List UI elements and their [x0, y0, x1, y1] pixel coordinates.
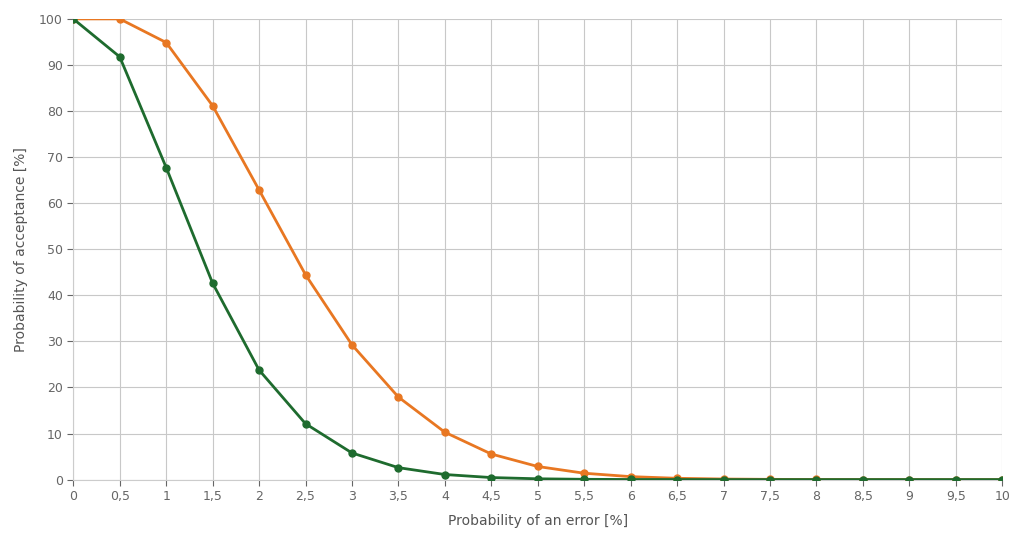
Y-axis label: Probability of acceptance [%]: Probability of acceptance [%] — [14, 147, 28, 352]
X-axis label: Probability of an error [%]: Probability of an error [%] — [447, 514, 628, 528]
